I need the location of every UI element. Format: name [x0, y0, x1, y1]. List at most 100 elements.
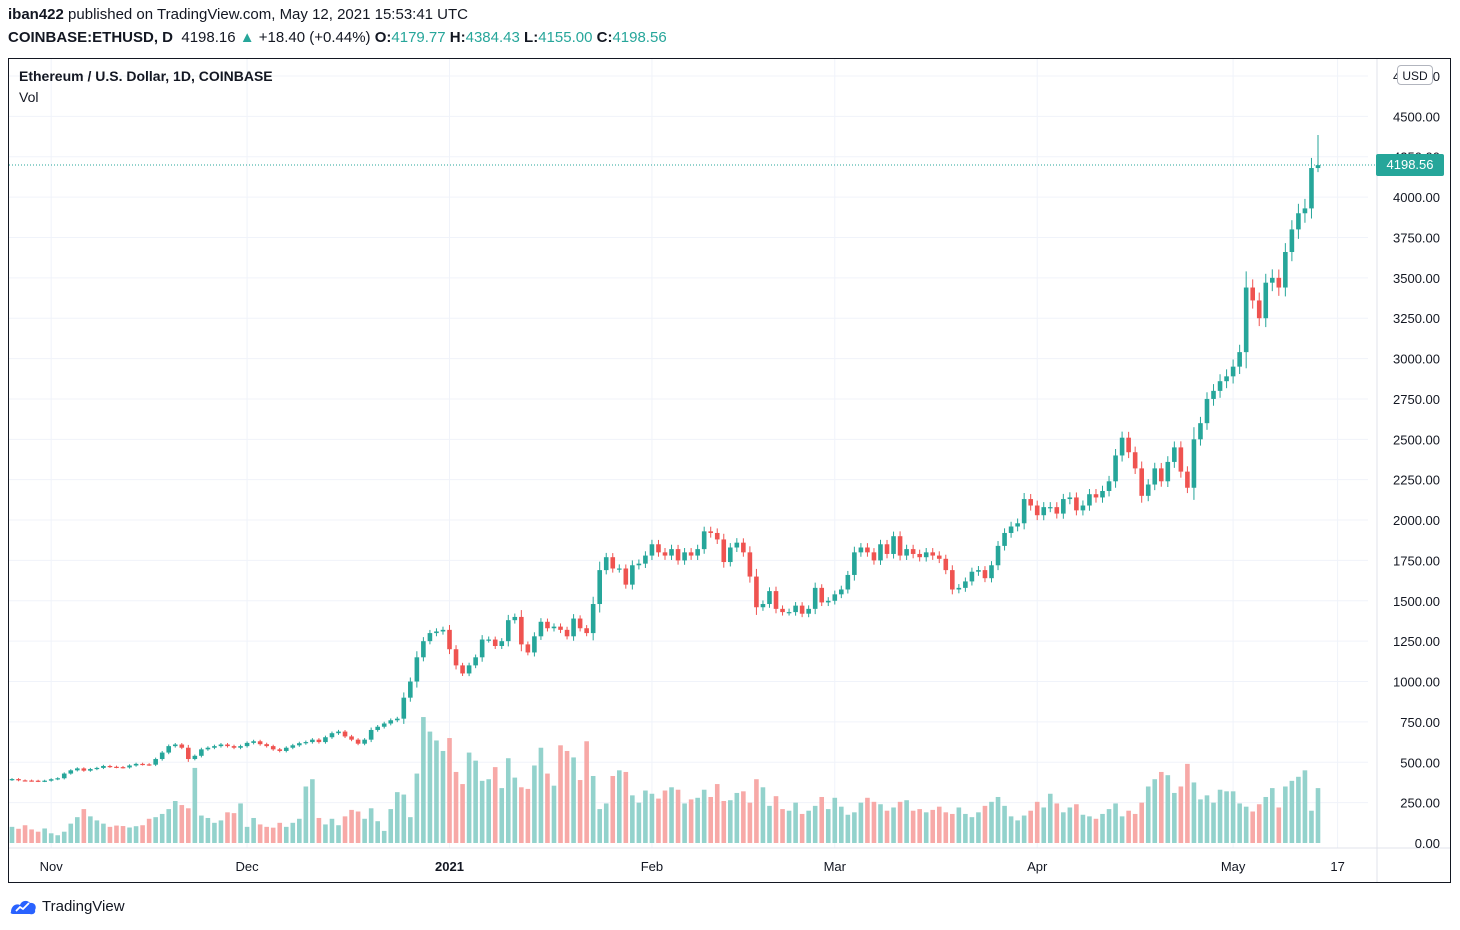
candle-body [1191, 439, 1197, 488]
candle-body [825, 600, 831, 603]
candle-body [1204, 398, 1210, 424]
volume-bar [172, 801, 178, 843]
volume-bar [714, 784, 720, 843]
volume-bar [486, 779, 491, 843]
candle-body [342, 731, 348, 737]
volume-bar [747, 802, 753, 843]
volume-bar [963, 813, 968, 843]
volume-bar [773, 796, 779, 843]
volume-bar [682, 803, 687, 843]
volume-bar [734, 792, 740, 843]
candle-body [427, 633, 433, 642]
y-tick-label: 3500.00 [1393, 271, 1440, 286]
volume-bar [551, 785, 557, 843]
volume-bar [401, 794, 407, 843]
candle-body [434, 631, 439, 634]
y-tick-label: 4500.00 [1393, 109, 1440, 124]
candle-body [257, 741, 263, 745]
volume-bar [1230, 791, 1236, 843]
candle-body [303, 742, 309, 744]
volume-bar [212, 822, 217, 843]
candle-body [192, 755, 198, 760]
candle-body [1224, 376, 1229, 382]
volume-bar [29, 829, 34, 843]
volume-bar [492, 767, 498, 843]
volume-bar [473, 760, 478, 843]
volume-bar [48, 833, 54, 843]
candle-body [780, 608, 785, 613]
candle-body [9, 779, 15, 781]
volume-bar [394, 792, 400, 843]
candle-body [1087, 494, 1092, 506]
volume-bar [146, 818, 152, 843]
volume-bar [590, 775, 596, 843]
y-tick-label: 2750.00 [1393, 392, 1440, 407]
candle-body [832, 594, 838, 601]
candle-body [1100, 490, 1105, 498]
volume-bar [1002, 805, 1007, 843]
candle-body [394, 718, 400, 721]
tradingview-footer[interactable]: TradingView [8, 896, 125, 916]
candle-body [401, 697, 407, 719]
volume-bar [1015, 820, 1020, 843]
candle-body [329, 733, 335, 738]
candle-body [1119, 437, 1125, 456]
candle-body [48, 779, 54, 781]
candle-body [264, 744, 269, 747]
volume-bar [94, 820, 100, 843]
volume-bar [1126, 810, 1131, 843]
candle-body [923, 552, 929, 558]
y-tick-label: 3000.00 [1393, 352, 1440, 367]
candle-body [35, 780, 41, 782]
publisher-user[interactable]: iban422 [8, 6, 64, 23]
candle-body [616, 568, 622, 570]
candle-body [806, 608, 811, 614]
symbol-label[interactable]: COINBASE:ETHUSD, D [8, 29, 174, 46]
candle-body [1283, 252, 1288, 288]
volume-bar [786, 810, 792, 843]
volume-bar [453, 771, 459, 843]
candle-body [179, 744, 185, 748]
volume-bar [1145, 786, 1151, 843]
volume-bar [728, 800, 733, 843]
volume-bar [1276, 807, 1282, 843]
candle-body [682, 552, 687, 561]
candle-body [917, 553, 922, 558]
volume-bar [917, 809, 922, 843]
volume-bar [1309, 810, 1314, 843]
candle-body [199, 749, 204, 756]
candle-body [479, 639, 485, 658]
y-tick-label: 3750.00 [1393, 230, 1440, 245]
volume-bar [375, 821, 380, 843]
volume-bar [434, 740, 439, 843]
volume-bar [505, 758, 511, 843]
volume-bar [159, 813, 165, 843]
volume-bar [1100, 813, 1105, 843]
volume-label: Vol [19, 89, 39, 105]
candle-body [1296, 213, 1301, 230]
volume-bar [936, 806, 942, 843]
volume-bar [1074, 804, 1079, 843]
volume-bar [982, 805, 988, 843]
candle-body [1080, 505, 1086, 511]
candle-body [486, 639, 491, 641]
y-tick-label: 500.00 [1400, 755, 1440, 770]
volume-bar [1263, 796, 1269, 843]
volume-bar [610, 775, 616, 843]
volume-bar [264, 826, 269, 843]
candle-body [1165, 461, 1171, 482]
volume-bar [1139, 802, 1144, 843]
volume-bar [1289, 780, 1295, 843]
currency-button[interactable]: USD [1397, 65, 1433, 85]
volume-bar [349, 809, 354, 843]
candle-body [1015, 523, 1020, 527]
volume-bar [793, 802, 798, 843]
volume-bar [871, 801, 877, 843]
candle-body [910, 549, 916, 554]
volume-bar [342, 816, 348, 843]
candle-body [669, 549, 674, 556]
volume-bar [1198, 799, 1203, 843]
candle-body [447, 629, 452, 650]
volume-bar [61, 831, 67, 843]
